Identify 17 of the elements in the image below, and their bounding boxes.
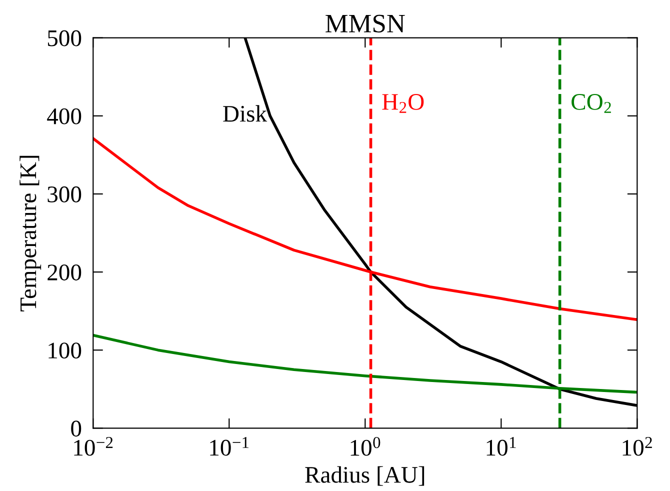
x-tick-label: 10$^{1}$: [486, 436, 516, 456]
x-tick-label: 10$^{−1}$: [210, 436, 249, 456]
x-tick-label: 10$^{−2}$: [74, 436, 113, 456]
y-tick-label: 200: [48, 264, 82, 280]
x-tick-label: 10$^{2}$: [622, 436, 652, 456]
x-tick-label: 10$^{0}$: [350, 436, 380, 456]
chart-title: MMSN: [326, 14, 405, 33]
y-tick-label: 100: [48, 342, 82, 359]
x-axis-title: Radius [AU]: [305, 466, 424, 486]
y-tick-label: 500: [48, 30, 82, 46]
ref-line-label: CO$_{2}$: [572, 94, 611, 113]
y-tick-label: 0: [71, 420, 82, 437]
series-label: Disk: [223, 105, 268, 122]
ref-line-label: H$_{2}$O: [382, 94, 424, 113]
y-axis-title: Temperature [K]: [20, 156, 42, 312]
y-tick-label: 400: [47, 108, 82, 124]
y-tick-label: 300: [48, 186, 82, 202]
